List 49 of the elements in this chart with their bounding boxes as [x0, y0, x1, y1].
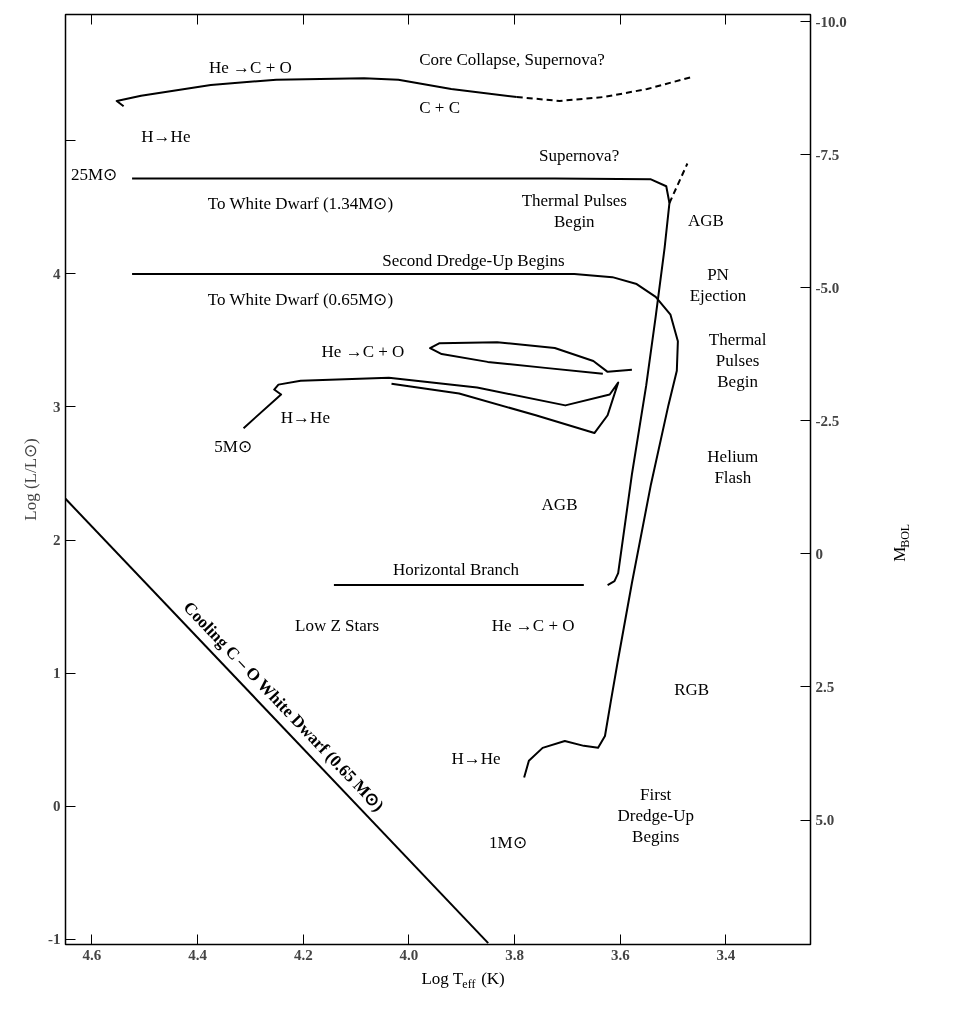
annotation: To White Dwarf (0.65M⊙) — [207, 289, 394, 309]
annotation: AGB — [687, 211, 724, 231]
y2-tick-label: -7.5 — [815, 146, 840, 163]
x-tick-label: 4.0 — [399, 946, 419, 963]
annotation: 1M⊙ — [488, 832, 527, 852]
y2-tick-label: -10.0 — [815, 13, 847, 30]
annotation: Horizontal Branch — [392, 559, 520, 579]
line-series — [242, 376, 620, 435]
y2-tick-label: -5.0 — [815, 279, 840, 296]
y-axis-title: Log (L/L⊙) — [21, 438, 40, 521]
annotation: Second Dredge-Up Begins — [382, 251, 565, 271]
y2-axis-title: MBOL — [890, 523, 912, 562]
x-tick-label: 3.6 — [610, 946, 631, 963]
annotation: C + C — [419, 98, 460, 118]
annotation: Low Z Stars — [295, 615, 380, 635]
x-tick-label: 3.8 — [505, 946, 524, 963]
x-tick-label: 4.2 — [293, 946, 313, 963]
annotation: RGB — [674, 679, 710, 699]
annotation: Core Collapse, Supernova? — [419, 50, 605, 70]
x-tick-label: 4.4 — [188, 946, 208, 963]
annotation: He →C + O — [321, 341, 405, 361]
y2-tick-label: -2.5 — [815, 412, 840, 429]
annotation: Supernova? — [538, 146, 620, 166]
y-tick-label: 0 — [53, 798, 61, 815]
annotation: PN Ejection — [689, 264, 747, 305]
y2-tick-label: 2.5 — [815, 678, 835, 695]
annotation: H→He — [280, 408, 330, 428]
annotation: Thermal Pulses Begin — [521, 191, 627, 232]
annotation: First Dredge-Up Begins — [617, 785, 694, 846]
annotation: Thermal Pulses Begin — [708, 330, 767, 391]
y-tick-label: -1 — [48, 931, 61, 948]
y-tick-label: 4 — [53, 265, 61, 282]
annotation: 25M⊙ — [70, 164, 118, 184]
annotation: 5M⊙ — [214, 437, 252, 457]
annotation: H→He — [141, 127, 191, 147]
y-tick-label: 1 — [53, 665, 61, 682]
annotation: AGB — [541, 494, 578, 514]
annotation: Helium Flash — [707, 446, 759, 487]
y2-tick-label: 5.0 — [815, 812, 835, 828]
x-tick-label: 3.4 — [716, 946, 736, 963]
y-tick-label: 3 — [53, 398, 61, 415]
annotation: To White Dwarf (1.34M⊙) — [207, 193, 394, 213]
annotation: H→He — [451, 748, 501, 768]
x-tick-label: 4.6 — [82, 946, 102, 963]
line-series — [429, 341, 633, 375]
y-tick-label: 2 — [53, 532, 61, 549]
y2-tick-label: 0 — [815, 545, 823, 562]
annotation: He →C + O — [491, 615, 575, 635]
annotation: He →C + O — [209, 58, 292, 78]
